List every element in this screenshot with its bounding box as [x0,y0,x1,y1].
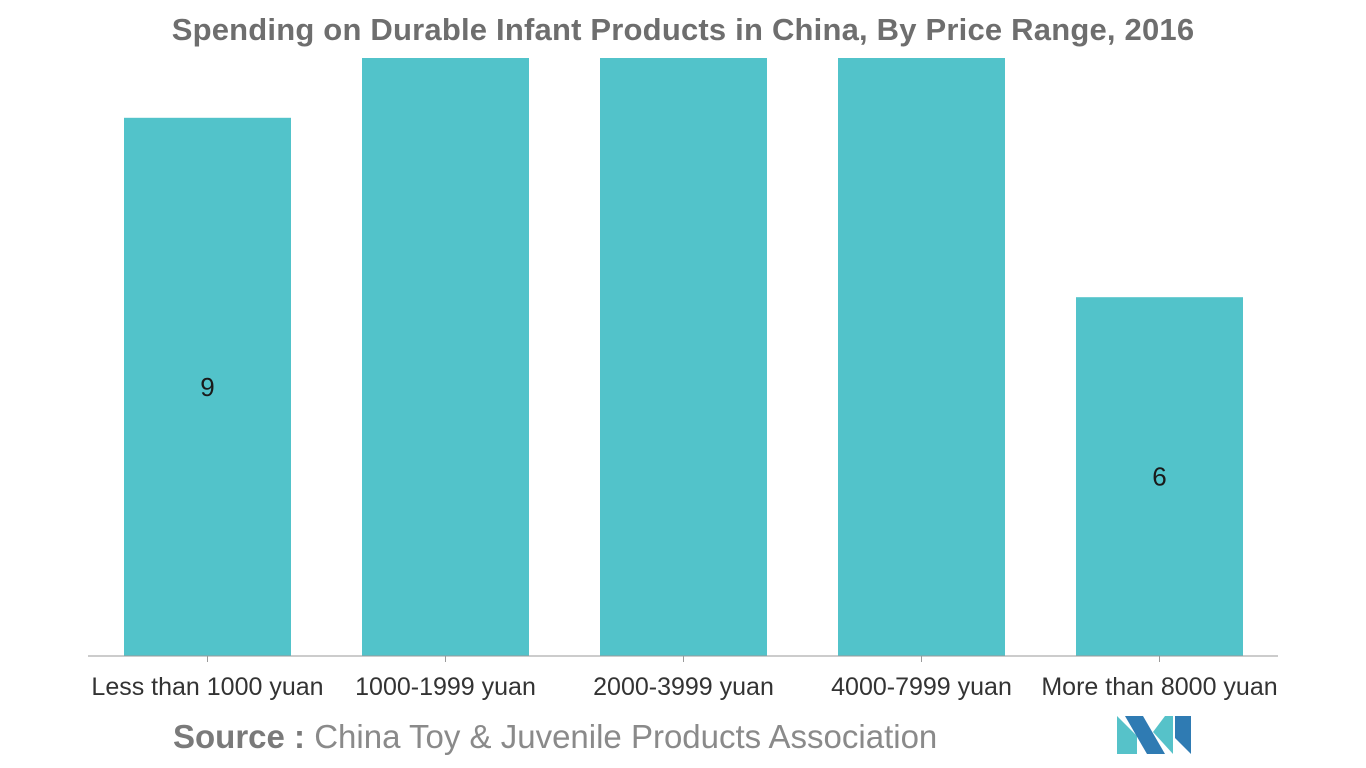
source-text: China Toy & Juvenile Products Associatio… [314,718,938,755]
logo-right-left-stroke [1153,716,1173,754]
chart-title: Spending on Durable Infant Products in C… [171,12,1195,47]
bar-4 [838,58,1005,656]
data-label-5: 6 [1152,462,1166,492]
source-line: Source : China Toy & Juvenile Products A… [173,718,937,756]
data-label-1: 9 [200,372,214,402]
bars-layer [124,58,1243,657]
x-tick-label-3: 2000-3999 yuan [593,673,774,701]
x-tick-label-5: More than 8000 yuan [1041,673,1277,701]
x-tick-label-1: Less than 1000 yuan [91,673,323,701]
bar-1 [124,117,291,657]
x-axis-tick-labels: Less than 1000 yuan 1000-1999 yuan 2000-39… [91,673,1277,701]
x-axis-ticks [207,656,1160,662]
x-tick-label-4: 4000-7999 yuan [831,673,1012,701]
logo-middle-stroke [1125,716,1165,754]
x-tick-label-2: 1000-1999 yuan [355,673,536,701]
logo-right-stroke [1175,716,1191,754]
logo-left-stroke [1117,716,1137,754]
bar-2 [362,58,529,656]
bar-3 [600,58,767,656]
data-labels: 96 [200,372,1166,492]
source-prefix: Source : [173,718,306,755]
bar-5 [1076,297,1243,656]
mordor-intelligence-logo-icon [1117,716,1191,754]
